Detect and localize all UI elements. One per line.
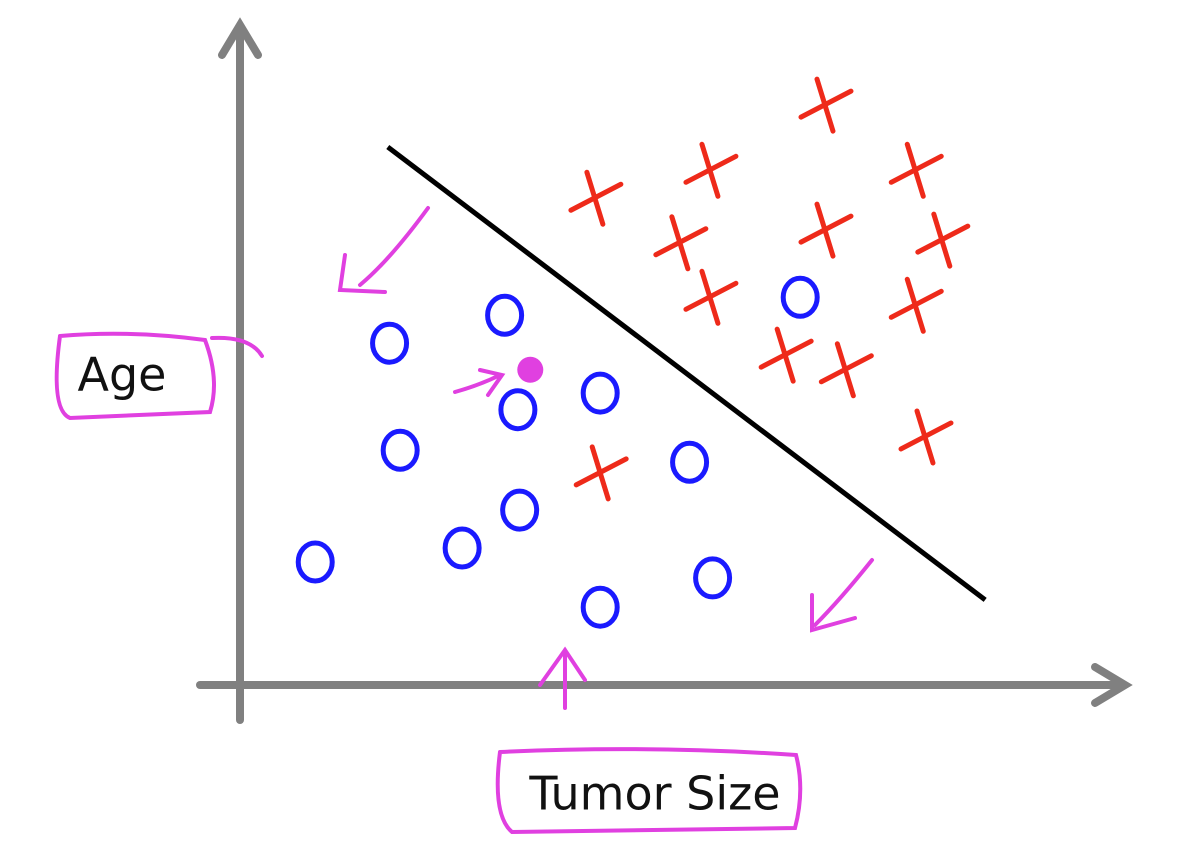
circle-marker <box>580 371 620 415</box>
circle-marker <box>693 556 733 600</box>
cross-marker <box>818 341 874 399</box>
cross-point <box>568 169 624 227</box>
circle-point <box>370 321 410 365</box>
cross-point <box>683 268 739 326</box>
cross-marker <box>915 211 971 269</box>
cross-marker <box>888 141 944 199</box>
circle-point <box>442 526 482 570</box>
circle-marker <box>442 526 482 570</box>
cross-point <box>888 276 944 334</box>
cross-point <box>915 211 971 269</box>
cross-marker <box>568 169 624 227</box>
circle-point <box>580 585 620 629</box>
circle-point <box>498 388 538 432</box>
circle-point <box>295 540 335 584</box>
cross-point <box>888 141 944 199</box>
circle-marker <box>380 428 420 472</box>
circle-point <box>485 293 525 337</box>
cross-point <box>573 444 629 502</box>
circle-point <box>670 440 710 484</box>
cross-point <box>818 341 874 399</box>
circle-point <box>580 371 620 415</box>
circle-marker <box>498 388 538 432</box>
cross-marker <box>898 408 954 466</box>
cross-marker <box>798 76 854 134</box>
query-point <box>517 356 544 383</box>
circle-marker <box>780 275 820 319</box>
y-axis-label: Age <box>78 348 167 402</box>
cross-marker <box>683 141 739 199</box>
cross-point <box>798 76 854 134</box>
cross-point <box>798 201 854 259</box>
circle-point <box>380 428 420 472</box>
circle-marker <box>670 440 710 484</box>
cross-point <box>898 408 954 466</box>
circle-marker <box>500 488 540 532</box>
axes <box>196 17 1133 724</box>
x-axis-label: Tumor Size <box>528 767 780 821</box>
circle-point <box>693 556 733 600</box>
cross-marker <box>798 201 854 259</box>
dot-marker <box>517 356 544 383</box>
cross-point <box>683 141 739 199</box>
cross-marker <box>683 268 739 326</box>
circle-marker <box>580 585 620 629</box>
cross-marker <box>888 276 944 334</box>
cross-marker <box>573 444 629 502</box>
cross-marker <box>758 326 814 384</box>
circle-marker <box>295 540 335 584</box>
annotations <box>54 206 874 835</box>
cross-marker <box>653 214 709 272</box>
decision-boundary <box>386 145 987 602</box>
circle-marker <box>485 293 525 337</box>
circle-marker <box>370 321 410 365</box>
cross-point <box>653 214 709 272</box>
circle-point <box>780 275 820 319</box>
cross-point <box>758 326 814 384</box>
circle-point <box>500 488 540 532</box>
